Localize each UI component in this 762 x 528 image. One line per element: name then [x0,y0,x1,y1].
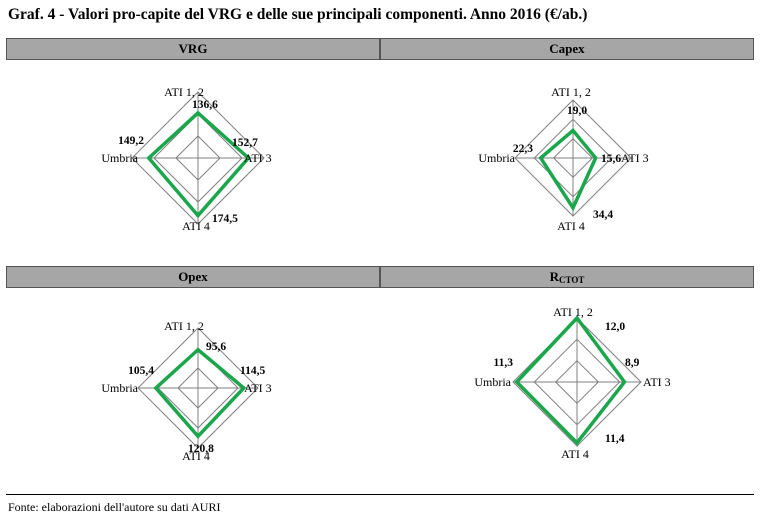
radar-chart-capex: ATI 1, 2 ATI 3 ATI 4 Umbria 19,0 15,6 34,4 22,3 [478,85,649,233]
panel-header-capex: Capex [380,38,754,60]
data-label: 11,3 [494,357,514,369]
panel-title: R [549,269,560,284]
radar-chart-vrg: ATI 1, 2 ATI 3 ATI 4 Umbria 136,6 152,7 174,5 1… [101,85,272,233]
panel-title: Capex [549,41,585,56]
category-label: ATI 4 [557,219,585,233]
data-label: 34,4 [593,209,613,221]
data-label: 105,4 [128,365,154,377]
radar-chart-opex: ATI 1, 2 ATI 3 ATI 4 Umbria 95,6 114,5 120,8 10… [101,319,272,463]
category-label: Umbria [101,381,138,395]
data-label: 12,0 [605,321,625,333]
series-polygon [153,347,247,439]
data-label: 149,2 [118,135,144,147]
data-label: 114,5 [240,365,265,377]
category-label: ATI 3 [244,381,272,395]
series-polygon [146,110,251,219]
category-label: ATI 1, 2 [553,305,593,319]
panel-title-subscript: CTOT [559,275,585,285]
radar-chart-rctot: ATI 1, 2 ATI 3 ATI 4 Umbria 12,0 8,9 11,4 11,3 [474,305,671,461]
data-label: 136,6 [192,99,218,111]
category-label: Umbria [478,151,515,165]
category-label: Umbria [101,151,138,165]
footer-divider [6,494,754,495]
category-label: ATI 4 [561,447,589,461]
data-label: 120,8 [188,443,214,455]
panel-title: Opex [178,269,208,284]
category-label: ATI 4 [182,449,210,463]
category-label: ATI 3 [244,151,272,165]
series-polygon [514,315,627,446]
chart-title: Graf. 4 - Valori pro-capite del VRG e de… [8,6,588,23]
series-polygon [538,127,598,212]
category-label: Umbria [474,375,511,389]
category-label: ATI 1, 2 [551,85,591,99]
panel-header-vrg: VRG [6,38,380,60]
data-label: 95,6 [206,341,226,353]
category-label: ATI 1, 2 [164,319,204,333]
category-label: ATI 4 [182,219,210,233]
data-label: 19,0 [567,105,587,117]
data-label: 152,7 [232,137,258,149]
panel-title: VRG [178,41,208,56]
category-label: ATI 1, 2 [164,85,204,99]
panel-header-opex: Opex [6,266,380,288]
data-label: 8,9 [625,357,640,369]
data-label: 22,3 [513,143,533,155]
category-label: ATI 3 [643,375,671,389]
data-label: 11,4 [605,433,625,445]
data-label: 174,5 [212,213,238,225]
category-label: ATI 3 [621,151,649,165]
source-note: Fonte: elaborazioni dell'autore su dati … [8,500,221,514]
panel-header-rctot: RCTOT [380,266,754,288]
data-label: 15,6 [601,153,621,165]
